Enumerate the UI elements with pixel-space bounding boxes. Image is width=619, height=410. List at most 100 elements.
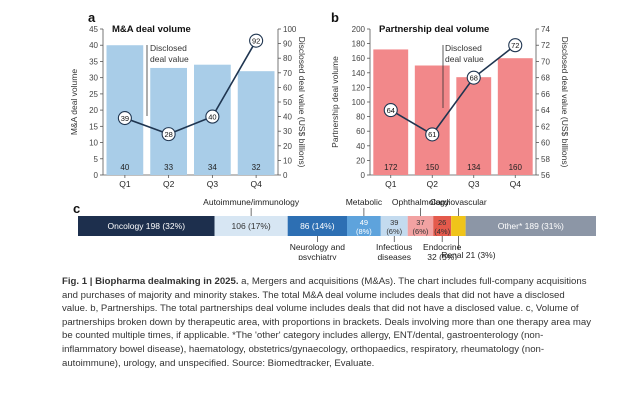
bar-value-label-b: 160 bbox=[509, 163, 523, 172]
right-tick-label-b: 70 bbox=[541, 57, 550, 66]
panel-letter-a: a bbox=[88, 10, 96, 25]
line-point-b bbox=[425, 127, 440, 142]
bar-value-label-a: 32 bbox=[252, 163, 261, 172]
line-point-label-a: 92 bbox=[252, 36, 260, 45]
left-tick-label-b: 60 bbox=[356, 127, 365, 136]
stacked-segment bbox=[380, 216, 408, 236]
y-axis-label-b: Partnership deal volume bbox=[330, 56, 340, 148]
right-tick-label-a: 20 bbox=[283, 142, 292, 151]
annotation-a: Disclosed deal value bbox=[150, 43, 189, 64]
stacked-segment bbox=[407, 216, 434, 236]
left-tick-label-b: 20 bbox=[356, 156, 365, 165]
left-tick-label-a: 5 bbox=[94, 155, 99, 164]
right-tick-label-b: 58 bbox=[541, 155, 550, 164]
right-tick-label-a: 40 bbox=[283, 113, 292, 122]
right-tick-label-a: 90 bbox=[283, 40, 292, 49]
panel-letter-c: c bbox=[73, 201, 80, 216]
line-point-label-a: 39 bbox=[121, 114, 129, 123]
line-point-b bbox=[383, 103, 398, 118]
right-tick-label-a: 30 bbox=[283, 127, 292, 136]
x-tick-label-b: Q3 bbox=[468, 179, 480, 189]
caption-body: a, Mergers and acquisitions (M&As). The … bbox=[62, 276, 592, 369]
segment-value-label: 26 (4%) bbox=[434, 218, 450, 236]
left-tick-label-a: 15 bbox=[89, 122, 98, 131]
x-tick-label-a: Q3 bbox=[207, 179, 219, 189]
right-tick-label-b: 64 bbox=[541, 106, 550, 115]
line-point-label-b: 68 bbox=[470, 73, 478, 82]
x-tick-label-a: Q2 bbox=[163, 179, 175, 189]
left-tick-label-b: 40 bbox=[356, 142, 365, 151]
left-tick-label-a: 40 bbox=[89, 41, 98, 50]
figure-caption: Fig. 1 | Biopharma dealmaking in 2025. a… bbox=[62, 275, 592, 370]
chart-title-a: M&A deal volume bbox=[112, 24, 191, 35]
line-point-label-a: 40 bbox=[208, 112, 216, 121]
right-tick-label-a: 0 bbox=[283, 171, 288, 180]
line-point-label-a: 28 bbox=[164, 130, 172, 139]
left-tick-label-b: 100 bbox=[352, 98, 366, 107]
stacked-segment bbox=[433, 216, 452, 236]
bar-b bbox=[456, 77, 492, 175]
left-tick-label-a: 0 bbox=[94, 171, 99, 180]
left-tick-label-a: 35 bbox=[89, 57, 98, 66]
segment-callout: Metabolic bbox=[346, 197, 383, 207]
x-tick-label-b: Q1 bbox=[385, 179, 397, 189]
panel-c-chart: c Oncology 198 (32%) 106 (17%) Autoimmune/i… bbox=[73, 197, 596, 260]
right-tick-label-a: 70 bbox=[283, 69, 292, 78]
y-axis-label-a: M&A deal volume bbox=[69, 69, 79, 135]
left-tick-label-b: 160 bbox=[352, 54, 366, 63]
segment-value-label: Other* 189 (31%) bbox=[498, 221, 564, 231]
right-tick-label-a: 80 bbox=[283, 54, 292, 63]
line-point-a bbox=[117, 111, 132, 126]
bar-b bbox=[497, 58, 533, 176]
line-point-a bbox=[249, 33, 264, 48]
left-tick-label-a: 10 bbox=[89, 139, 98, 148]
line-point-b bbox=[508, 38, 523, 53]
annotation-b: Disclosed deal value bbox=[445, 43, 484, 64]
left-tick-label-b: 80 bbox=[356, 113, 365, 122]
x-tick-label-a: Q4 bbox=[250, 179, 262, 189]
bar-value-label-a: 40 bbox=[120, 163, 129, 172]
right-tick-label-a: 100 bbox=[283, 25, 297, 34]
left-tick-label-a: 20 bbox=[89, 106, 98, 115]
right-tick-label-b: 60 bbox=[541, 139, 550, 148]
bar-b bbox=[414, 65, 450, 175]
segment-callout: Endocrine 32 (5%) bbox=[423, 242, 462, 260]
segment-value-label: 86 (14%) bbox=[300, 221, 335, 231]
line-point-b bbox=[466, 70, 481, 85]
line-series-a bbox=[124, 40, 257, 135]
segment-value-label: 49 (8%) bbox=[356, 218, 372, 236]
chart-title-b: Partnership deal volume bbox=[379, 24, 489, 35]
bar-value-label-a: 33 bbox=[164, 163, 173, 172]
left-tick-label-b: 180 bbox=[352, 40, 366, 49]
segment-value-label: 39 (6%) bbox=[386, 218, 402, 236]
right-tick-label-b: 62 bbox=[541, 122, 550, 131]
right-tick-label-a: 60 bbox=[283, 83, 292, 92]
left-tick-label-b: 200 bbox=[352, 25, 366, 34]
right-tick-label-b: 56 bbox=[541, 171, 550, 180]
segment-callout: Infectious diseases bbox=[376, 242, 412, 260]
panel-a-chart: a M&A deal volume 0 5 10 15 20 25 30 35 40 45 0 10 20 3… bbox=[69, 10, 307, 189]
stacked-segment bbox=[465, 216, 596, 236]
line-series-b bbox=[390, 44, 516, 136]
right-tick-label-a: 50 bbox=[283, 98, 292, 107]
bar-a bbox=[106, 45, 144, 175]
segment-value-label: 37 (6%) bbox=[413, 218, 429, 236]
left-tick-label-a: 30 bbox=[89, 74, 98, 83]
line-point-a bbox=[205, 109, 220, 124]
left-tick-label-b: 140 bbox=[352, 69, 366, 78]
bar-a bbox=[237, 71, 275, 175]
line-point-label-b: 72 bbox=[511, 41, 519, 50]
line-point-label-b: 64 bbox=[387, 106, 395, 115]
stacked-segment bbox=[287, 216, 348, 236]
x-tick-label-b: Q2 bbox=[427, 179, 439, 189]
line-point-a bbox=[161, 127, 176, 142]
panel-letter-b: b bbox=[331, 10, 339, 25]
x-tick-label-a: Q1 bbox=[119, 179, 131, 189]
figure-panels: a M&A deal volume 0 5 10 15 20 25 30 35 40 45 0 10 20 3… bbox=[69, 10, 596, 260]
segment-callout: Neurology and psychiatry bbox=[290, 242, 346, 260]
stacked-segment bbox=[347, 216, 381, 236]
line-point-label-b: 61 bbox=[428, 130, 436, 139]
x-tick-label-b: Q4 bbox=[510, 179, 522, 189]
right-tick-label-a: 10 bbox=[283, 156, 292, 165]
segment-callout: Renal 21 (3%) bbox=[441, 250, 496, 260]
